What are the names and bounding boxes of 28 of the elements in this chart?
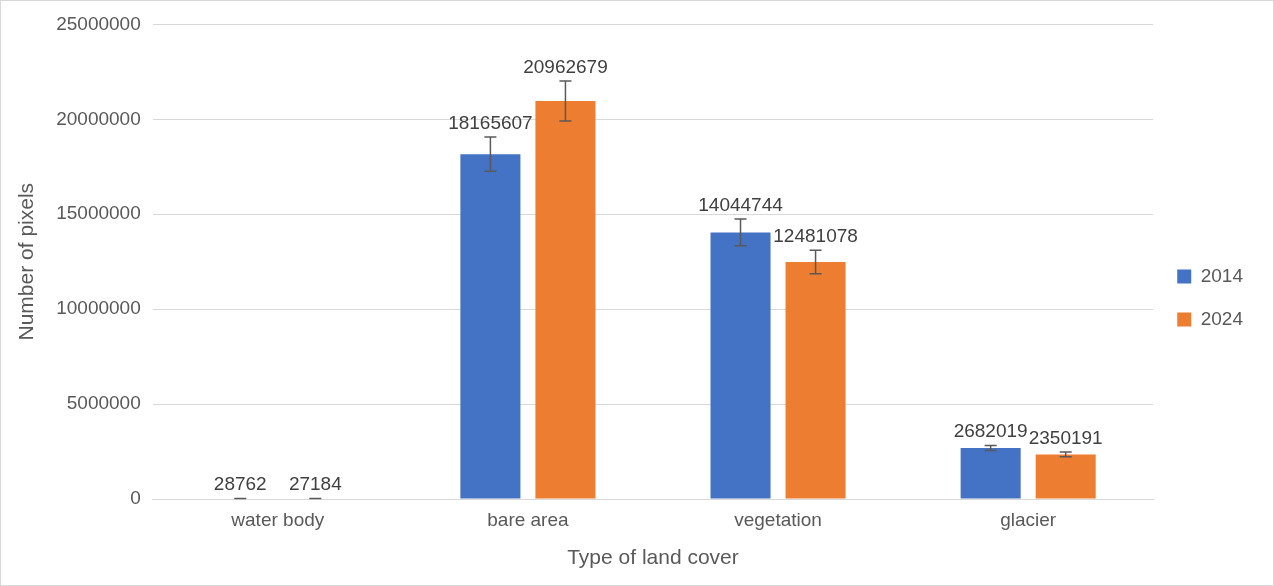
y-axis-title: Number of pixels <box>14 182 38 341</box>
bar <box>1035 454 1096 499</box>
x-tick-label: vegetation <box>734 508 822 530</box>
data-label: 12481078 <box>773 225 858 247</box>
y-tick-label: 15000000 <box>56 202 141 224</box>
data-label: 2682019 <box>953 420 1028 442</box>
legend-label: 2024 <box>1200 307 1244 329</box>
bar <box>460 154 521 499</box>
data-label: 27184 <box>288 473 343 495</box>
y-tick-label: 0 <box>130 487 141 509</box>
y-tick-label: 5000000 <box>66 392 141 414</box>
legend-label: 2014 <box>1200 264 1244 286</box>
y-tick-label: 10000000 <box>56 297 141 319</box>
x-tick-label: glacier <box>1000 508 1057 530</box>
data-label: 18165607 <box>448 111 533 133</box>
data-label: 28762 <box>213 473 267 495</box>
x-tick-label: bare area <box>487 508 570 530</box>
bar <box>710 232 771 499</box>
y-tick-label: 20000000 <box>56 107 141 129</box>
bar <box>785 262 846 499</box>
x-axis-title: Type of land cover <box>567 545 739 569</box>
data-label: 2350191 <box>1028 426 1103 448</box>
bar <box>960 448 1021 499</box>
data-label: 20962679 <box>523 55 608 77</box>
x-tick-label: water body <box>230 508 325 530</box>
data-label: 14044744 <box>698 193 784 215</box>
y-tick-label: 25000000 <box>56 12 141 34</box>
bar <box>535 101 596 499</box>
